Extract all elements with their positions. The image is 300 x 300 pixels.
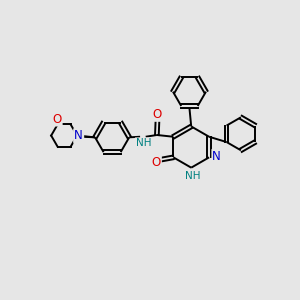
Text: N: N	[212, 150, 221, 163]
Text: N: N	[74, 129, 83, 142]
Text: O: O	[153, 108, 162, 121]
Text: NH: NH	[136, 138, 151, 148]
Text: O: O	[52, 112, 62, 126]
Text: O: O	[152, 156, 161, 169]
Text: NH: NH	[185, 171, 200, 181]
Text: N: N	[74, 130, 83, 143]
